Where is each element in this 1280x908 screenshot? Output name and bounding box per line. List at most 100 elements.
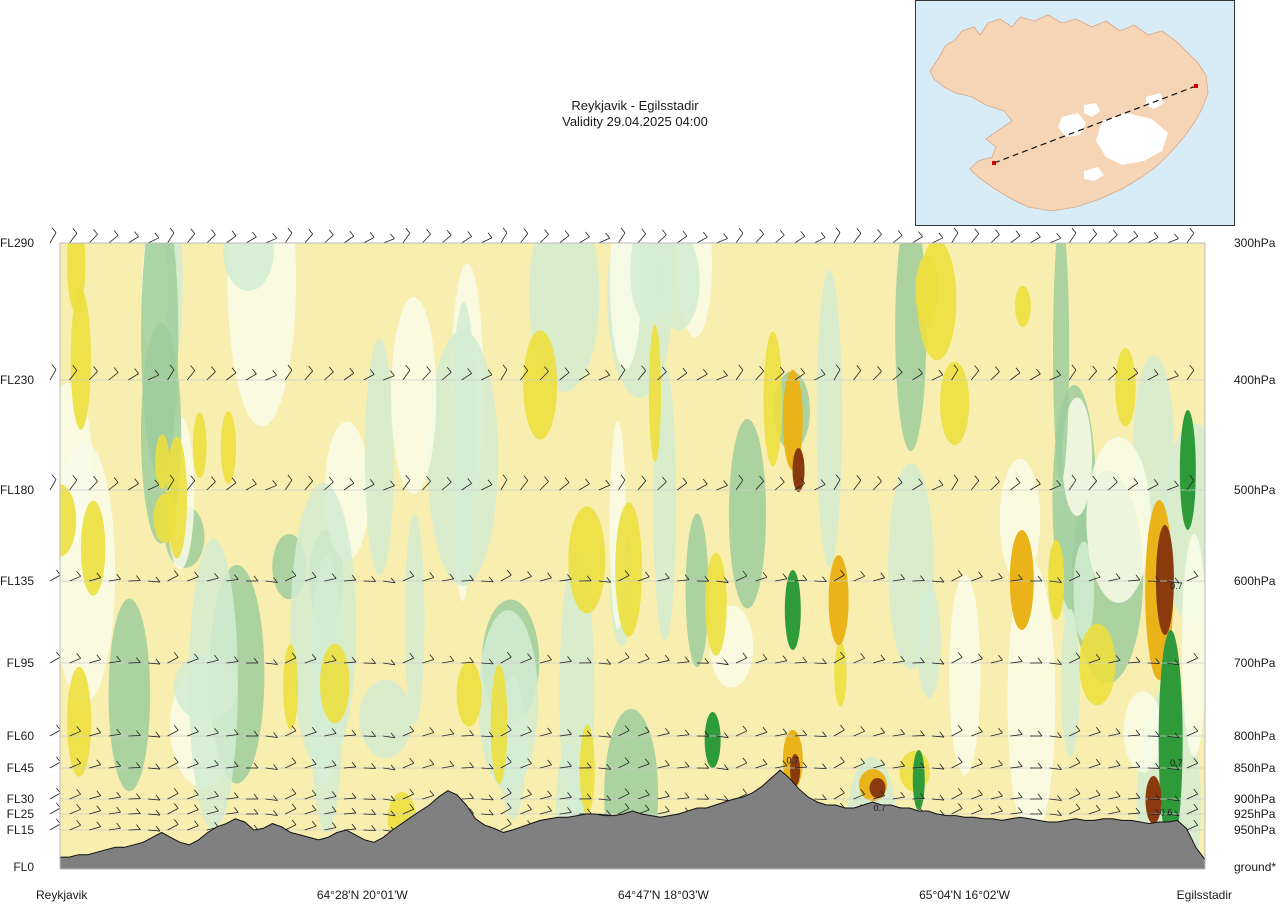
wind-barb-feather	[957, 757, 963, 763]
wind-barb-feather	[1095, 758, 1101, 765]
wind-barb	[187, 658, 199, 664]
field-shade-yellow	[319, 643, 350, 724]
wind-barb-feather	[1015, 477, 1021, 484]
glacier-vatnajokull	[1096, 113, 1168, 165]
wind-barb-feather	[1095, 789, 1101, 796]
wind-barb-feather	[762, 727, 768, 733]
wind-barb-feather	[860, 653, 865, 659]
wind-barb	[187, 794, 199, 800]
wind-barb-feather	[390, 659, 396, 666]
wind-barb-feather	[1075, 757, 1081, 763]
pressure-label: 925hPa	[1234, 807, 1276, 821]
wind-barb-feather	[231, 230, 237, 237]
wind-barb-feather	[978, 571, 983, 577]
wind-barb	[500, 369, 508, 381]
wind-barb-feather	[1056, 233, 1061, 239]
wind-barb	[49, 823, 61, 831]
wind-barb-feather	[291, 757, 297, 763]
wind-barb	[147, 798, 160, 801]
wind-barb	[88, 371, 98, 381]
wind-barb	[735, 657, 748, 664]
wind-barb	[676, 372, 688, 381]
wind-barb-feather	[329, 229, 334, 236]
wind-barb	[206, 577, 219, 582]
wind-barb-feather	[1193, 803, 1199, 810]
wind-barb	[284, 369, 293, 381]
wind-barb-feather	[880, 759, 886, 765]
wind-barb-feather	[742, 652, 748, 659]
wind-barb-feather	[527, 571, 532, 577]
wind-barb	[1068, 479, 1077, 491]
wind-barb	[89, 764, 101, 769]
field-shade-yellow	[67, 666, 92, 777]
wind-barb-feather	[154, 232, 160, 239]
wind-barb	[422, 764, 434, 769]
wind-barb-feather	[113, 477, 119, 483]
wind-barb	[794, 235, 805, 244]
wind-barb-feather	[998, 654, 1003, 661]
wind-barb-feather	[664, 806, 670, 812]
wind-barb	[892, 372, 903, 381]
wind-barb-feather	[329, 366, 334, 373]
wind-barb	[69, 730, 81, 737]
wind-barb-feather	[835, 364, 841, 370]
wind-barb-feather	[173, 788, 179, 794]
wind-barb-feather	[1174, 577, 1180, 584]
wind-barb	[931, 484, 944, 491]
wind-barb-feather	[1113, 476, 1118, 483]
wind-barb-feather	[704, 657, 710, 664]
wind-barb	[520, 576, 532, 582]
wind-barb	[167, 793, 179, 800]
wind-barb	[971, 658, 983, 664]
wind-barb-feather	[311, 789, 317, 796]
wind-barb	[108, 765, 121, 769]
wind-barb-feather	[860, 726, 865, 732]
wind-barb-feather	[957, 725, 963, 731]
wind-barb-feather	[723, 732, 729, 738]
wind-barb	[69, 575, 81, 582]
wind-barb-feather	[957, 570, 963, 576]
wind-barb	[618, 657, 630, 664]
wind-barb-feather	[998, 805, 1003, 812]
field-shade-feature	[912, 750, 925, 810]
wind-barb	[265, 798, 278, 801]
wind-barb-feather	[409, 757, 415, 764]
wind-barb	[794, 661, 807, 664]
wind-barb	[441, 733, 454, 737]
wind-barb	[755, 731, 768, 737]
wind-barb	[559, 482, 570, 491]
wind-barb	[598, 798, 611, 801]
wind-barb-feather	[802, 729, 808, 736]
wind-barb-feather	[897, 367, 903, 373]
contour-labels-layer: 0.7 0.7 0.7 0.7 0.6	[787, 581, 1183, 817]
pressure-label: 950hPa	[1234, 823, 1276, 837]
wind-barb	[1108, 811, 1121, 815]
wind-barb-feather	[1115, 806, 1121, 812]
wind-barb-feather	[664, 573, 670, 579]
wind-barb	[774, 234, 785, 244]
wind-barb-feather	[1057, 732, 1062, 738]
wind-barb-feather	[506, 651, 512, 658]
wind-barb-feather	[467, 478, 472, 484]
wind-barb	[520, 794, 532, 800]
wind-barb-feather	[1155, 658, 1160, 664]
wind-barb	[951, 479, 959, 491]
wind-barb	[49, 729, 61, 737]
wind-barb	[1088, 658, 1101, 664]
wind-barb	[69, 793, 81, 800]
wind-barb	[245, 373, 257, 381]
wind-barb-feather	[76, 804, 81, 810]
wind-barb	[167, 824, 179, 831]
wind-barb-feather	[974, 365, 980, 371]
wind-barb-feather	[802, 761, 808, 768]
field-shade-yellow	[523, 330, 558, 440]
wind-barb	[853, 575, 865, 582]
wind-barb-feather	[527, 653, 532, 659]
wind-barb-feather	[273, 659, 278, 665]
field-shade-green	[1060, 608, 1080, 758]
wind-barb	[402, 370, 411, 381]
wind-barb-feather	[488, 809, 494, 816]
wind-barb	[206, 481, 216, 491]
wind-barb-feather	[1057, 659, 1062, 665]
field-shade-green	[728, 418, 767, 609]
